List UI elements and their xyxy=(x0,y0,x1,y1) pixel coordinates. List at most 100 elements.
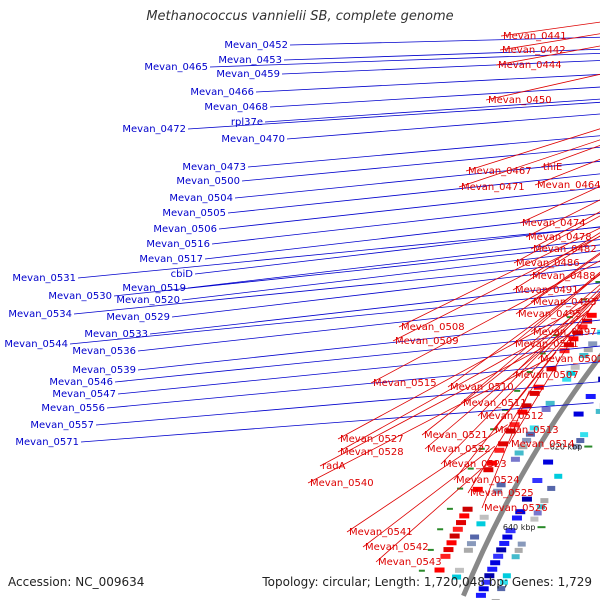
reverse-gene xyxy=(532,477,543,483)
forward-gene xyxy=(498,441,509,447)
gene-label: Mevan_0571 xyxy=(15,437,79,448)
leader-line xyxy=(281,60,600,75)
leader-line xyxy=(114,332,600,383)
leader-line xyxy=(392,235,600,342)
forward-gene xyxy=(568,336,579,342)
gene-label: Mevan_0509 xyxy=(395,336,459,347)
leader-line xyxy=(255,74,600,93)
reverse-gene xyxy=(478,586,489,592)
gene-label: Mevan_0468 xyxy=(204,102,268,113)
reverse-gene xyxy=(598,376,600,382)
reverse-gene xyxy=(481,579,492,585)
leader-line xyxy=(149,282,600,335)
leader-line xyxy=(181,250,600,301)
feature-block xyxy=(572,443,581,449)
gene-label: Mevan_0517 xyxy=(139,254,203,265)
gene-label: Mevan_0444 xyxy=(498,60,562,71)
feature-block xyxy=(525,431,535,437)
tickmark-dash xyxy=(437,528,444,531)
tickmark-dash xyxy=(514,389,521,392)
leader-line xyxy=(481,390,530,509)
forward-gene xyxy=(494,447,505,453)
feature-block xyxy=(514,547,523,553)
leader-line xyxy=(337,314,585,453)
leader-line xyxy=(513,215,600,264)
gene-label: Mevan_0450 xyxy=(488,95,552,106)
gene-label: Mevan_0524 xyxy=(456,475,520,486)
tickmark-dash xyxy=(566,316,573,319)
feature-block xyxy=(540,498,549,504)
leader-line xyxy=(495,45,600,66)
gene-label: Mevan_0511 xyxy=(463,398,527,409)
gene-label: Mevan_0472 xyxy=(122,124,186,135)
gene-label: Mevan_0516 xyxy=(146,239,210,250)
tickmark-dash xyxy=(427,548,434,551)
forward-gene xyxy=(521,403,532,409)
feature-block xyxy=(570,364,580,370)
leader-line xyxy=(337,297,599,440)
leader-line xyxy=(218,186,600,230)
leader-line xyxy=(530,273,600,333)
gene-label: Mevan_0523 xyxy=(443,459,507,470)
feature-block xyxy=(580,432,589,438)
feature-block xyxy=(511,554,520,560)
feature-block xyxy=(518,444,528,450)
leader-line xyxy=(508,304,594,445)
gene-label: Mevan_0495 xyxy=(518,309,582,320)
gene-label: Mevan_0543 xyxy=(378,557,442,568)
gene-label: Mevan_0557 xyxy=(30,420,94,431)
forward-gene xyxy=(462,506,473,512)
feature-block xyxy=(454,567,464,573)
gene-label: Mevan_0531 xyxy=(12,273,76,284)
feature-block xyxy=(537,504,546,510)
leader-line xyxy=(424,310,588,450)
feature-block xyxy=(554,473,563,479)
gene-label: Mevan_0529 xyxy=(106,312,170,323)
forward-gene xyxy=(483,467,494,473)
topology-text: Topology: circular; Length: 1,720,048 bp… xyxy=(262,575,592,589)
feature-block xyxy=(502,573,511,579)
forward-gene xyxy=(505,428,516,434)
genome-backbone xyxy=(461,352,600,597)
leader-line xyxy=(69,291,600,345)
leader-line xyxy=(247,135,600,168)
gene-label: Mevan_0470 xyxy=(221,134,285,145)
leader-line xyxy=(375,467,483,563)
forward-gene xyxy=(456,520,467,526)
leader-line xyxy=(234,160,600,199)
gene-label: Mevan_0514 xyxy=(511,439,575,450)
tickmark-dash xyxy=(478,447,485,450)
forward-gene xyxy=(440,553,451,559)
forward-gene xyxy=(577,324,588,330)
tickmark-dash xyxy=(467,467,474,470)
feature-block xyxy=(588,341,598,347)
gene-label: Mevan_0507 xyxy=(515,370,579,381)
gene-label: Mevan_0464 xyxy=(537,180,600,191)
gene-label: Mevan_0508 xyxy=(401,322,465,333)
gene-label: Mevan_0540 xyxy=(310,478,374,489)
gene-label: rpl37e xyxy=(231,117,263,128)
reverse-gene xyxy=(484,573,495,579)
leader-line xyxy=(465,128,600,172)
leader-line xyxy=(283,48,600,61)
feature-block xyxy=(529,425,539,431)
leader-line xyxy=(73,261,600,315)
gene-label: Mevan_0536 xyxy=(72,346,136,357)
reverse-gene xyxy=(493,553,504,559)
gene-label: Mevan_0453 xyxy=(218,55,282,66)
forward-gene xyxy=(586,312,597,318)
feature-block xyxy=(583,347,593,353)
tickmark-dash xyxy=(446,507,453,510)
gene-label: Mevan_0502 xyxy=(540,354,600,365)
gene-label: Mevan_0526 xyxy=(484,503,548,514)
leader-line xyxy=(530,211,600,250)
leader-line xyxy=(209,52,600,68)
feature-block xyxy=(497,586,506,592)
leader-line xyxy=(95,381,600,426)
gene-label: Mevan_0482 xyxy=(533,244,597,255)
gene-label: Mevan_0556 xyxy=(41,403,105,414)
gene-label: Mevan_0501 xyxy=(515,339,579,350)
leader-line xyxy=(398,227,600,328)
leader-line xyxy=(106,361,600,409)
reverse-gene xyxy=(505,528,516,534)
